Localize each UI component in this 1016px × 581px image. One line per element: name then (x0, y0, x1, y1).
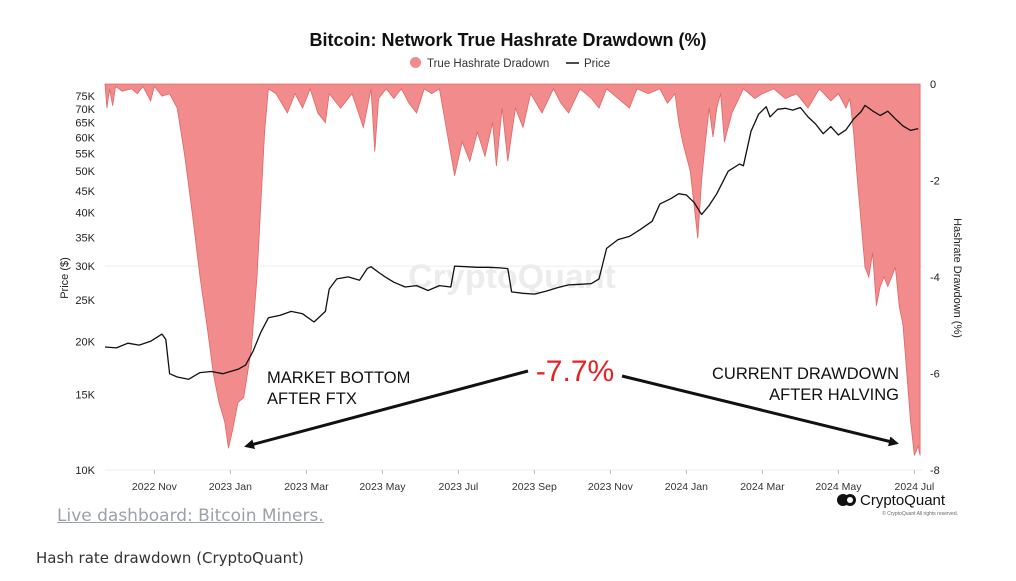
live-dashboard-link[interactable]: Live dashboard: Bitcoin Miners. (57, 506, 324, 526)
brand-copyright: © CryptoQuant All rights reserved. (882, 510, 958, 517)
left-tick-label: 50K (75, 166, 95, 178)
annotation-market-bottom-2: AFTER FTX (267, 390, 357, 408)
x-tick-label: 2023 Jan (209, 481, 252, 493)
annotation-center-value: -7.7% (536, 355, 614, 388)
figure-caption: Hash rate drawdown (CryptoQuant) (36, 549, 304, 567)
left-axis-label: Price ($) (59, 257, 71, 299)
brand-name: CryptoQuant (860, 492, 946, 509)
left-tick-label: 55K (75, 149, 95, 161)
right-tick-label: -6 (930, 369, 940, 381)
left-tick-label: 70K (75, 104, 95, 116)
arrow-left (244, 369, 529, 450)
right-tick-label: -2 (930, 176, 940, 188)
left-tick-label: 60K (75, 132, 95, 144)
left-tick-label: 35K (75, 233, 95, 245)
watermark: CryptoQuant (408, 258, 616, 296)
x-tick-label: 2022 Nov (132, 481, 178, 493)
left-tick-label: 65K (75, 118, 95, 130)
legend-swatch-drawdown (410, 57, 421, 68)
left-tick-label: 25K (75, 295, 95, 307)
x-tick-label: 2023 Nov (588, 481, 634, 493)
legend-label-price: Price (584, 58, 610, 70)
annotation-current-1: CURRENT DRAWDOWN (712, 365, 899, 383)
left-tick-label: 20K (75, 336, 95, 348)
chart-title: Bitcoin: Network True Hashrate Drawdown … (309, 30, 706, 50)
left-tick-label: 45K (75, 186, 95, 198)
brand-logo: CryptoQuant © CryptoQuant All rights res… (837, 492, 958, 517)
legend-label-drawdown: True Hashrate Dradown (427, 58, 549, 70)
annotation-current-2: AFTER HALVING (769, 386, 899, 404)
price-line (104, 104, 919, 380)
x-tick-label: 2024 Mar (740, 481, 785, 493)
annotation-market-bottom-1: MARKET BOTTOM (267, 369, 410, 387)
arrow-right (621, 374, 899, 447)
drawdown-series (104, 83, 921, 456)
drawdown-area (104, 83, 921, 456)
right-axis: 0 -2 -4 -6 -8 (930, 79, 940, 477)
x-tick-label: 2023 Mar (284, 481, 329, 493)
right-tick-label: -4 (930, 272, 940, 284)
legend: True Hashrate Dradown Price (410, 57, 610, 70)
left-tick-label: 75K (75, 91, 95, 103)
price-series (104, 104, 919, 380)
x-axis: 2022 Nov 2023 Jan 2023 Mar 2023 May 2023 Jul… (132, 470, 934, 493)
left-tick-label: 15K (75, 390, 95, 402)
x-tick-label: 2024 May (815, 481, 862, 493)
left-tick-label: 40K (75, 208, 95, 220)
left-tick-label: 30K (75, 261, 95, 273)
x-tick-label: 2024 Jan (665, 481, 708, 493)
x-tick-label: 2024 Jul (895, 481, 935, 493)
x-tick-label: 2023 Sep (512, 481, 557, 493)
x-tick-label: 2023 May (359, 481, 406, 493)
x-tick-label: 2023 Jul (439, 481, 479, 493)
right-tick-label: -8 (930, 465, 940, 477)
right-tick-label: 0 (930, 79, 936, 91)
annotations: MARKET BOTTOM AFTER FTX CURRENT DRAWDOWN… (244, 355, 899, 450)
right-axis-label: Hashrate Drawdown (%) (951, 218, 963, 338)
left-tick-label: 10K (75, 465, 95, 477)
